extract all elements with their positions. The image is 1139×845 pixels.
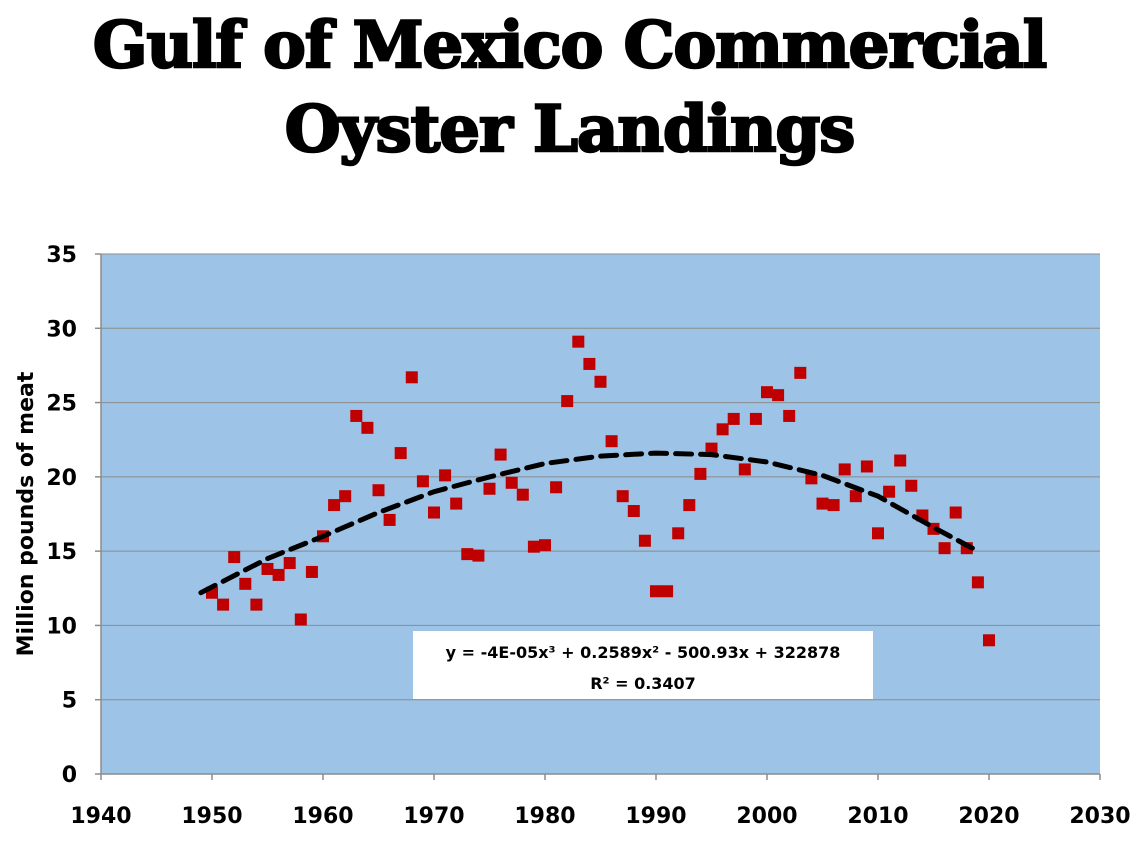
data-point — [383, 513, 396, 526]
y-tick-labels: 0 5 10 15 20 25 30 35 — [46, 243, 77, 788]
data-point — [860, 460, 873, 473]
data-point — [272, 568, 285, 581]
x-tick-label: 1960 — [292, 804, 353, 829]
y-tick-label: 20 — [46, 466, 77, 491]
data-point — [594, 375, 607, 388]
data-point — [983, 634, 995, 647]
data-point — [827, 499, 840, 512]
data-point — [683, 499, 696, 512]
data-point — [394, 447, 407, 460]
data-point — [749, 412, 762, 425]
data-point — [472, 549, 485, 562]
data-point — [894, 454, 907, 467]
y-tick-label: 35 — [46, 243, 77, 268]
data-point — [794, 366, 807, 379]
data-point — [672, 527, 685, 540]
data-point — [849, 490, 862, 503]
y-tick-label: 25 — [46, 392, 77, 417]
x-tick-label: 2010 — [847, 804, 908, 829]
data-point — [439, 469, 452, 482]
data-point — [561, 395, 574, 408]
data-point — [505, 476, 518, 489]
x-tick-label: 1990 — [625, 804, 686, 829]
data-point — [550, 481, 563, 494]
data-point — [350, 409, 363, 422]
chart-title-line-2: Oyster Landings — [283, 91, 856, 169]
data-point — [627, 505, 640, 518]
data-point — [250, 598, 263, 611]
data-point — [905, 479, 918, 492]
data-point — [261, 562, 274, 575]
r-squared-text: R² = 0.3407 — [590, 674, 696, 693]
data-point — [361, 421, 374, 434]
data-point — [228, 551, 241, 564]
data-point — [217, 598, 230, 611]
x-tick-label: 2030 — [1069, 804, 1130, 829]
y-tick-label: 10 — [46, 614, 77, 639]
data-point — [971, 576, 984, 589]
data-point — [539, 539, 551, 552]
equation-text: y = -4E-05x³ + 0.2589x² - 500.93x + 3228… — [446, 643, 841, 662]
data-point — [339, 490, 352, 503]
y-axis-label: Million pounds of meat — [14, 371, 39, 656]
y-tick-label: 30 — [46, 317, 77, 342]
data-point — [716, 423, 729, 436]
data-point — [838, 463, 851, 476]
data-point — [738, 463, 751, 476]
data-point — [372, 484, 385, 497]
x-tick-label: 1940 — [70, 804, 131, 829]
x-tick-label: 2000 — [736, 804, 797, 829]
data-point — [883, 485, 896, 498]
data-point — [294, 613, 307, 626]
y-tick-label: 0 — [62, 763, 77, 788]
data-points — [206, 335, 995, 647]
y-tick-label: 5 — [62, 689, 77, 714]
x-tick-label: 2020 — [958, 804, 1019, 829]
trendline — [198, 450, 981, 596]
chart-title-line-1: Gulf of Mexico Commercial — [92, 7, 1049, 85]
data-point — [527, 540, 540, 553]
x-tick-label: 1980 — [514, 804, 575, 829]
data-point — [772, 389, 785, 402]
x-tick-label: 1970 — [403, 804, 464, 829]
data-point — [661, 585, 674, 598]
data-point — [949, 506, 962, 519]
x-tick-label: 1950 — [181, 804, 242, 829]
y-tick-label: 15 — [46, 540, 77, 565]
data-point — [328, 499, 341, 512]
equation-box-background — [413, 631, 873, 699]
data-point — [816, 497, 829, 510]
data-point — [694, 467, 707, 480]
data-point — [305, 565, 318, 578]
data-point — [761, 386, 773, 399]
equation-box: y = -4E-05x³ + 0.2589x² - 500.93x + 3228… — [413, 631, 873, 699]
data-point — [572, 335, 585, 348]
data-point — [416, 475, 429, 488]
data-point — [783, 409, 796, 422]
data-point — [650, 585, 662, 598]
data-point — [283, 557, 296, 570]
data-point — [927, 522, 940, 535]
data-point — [239, 577, 252, 590]
data-point — [428, 506, 440, 519]
gridlines — [101, 253, 1100, 701]
data-point — [727, 412, 740, 425]
x-tick-labels: 1940 1950 1960 1970 1980 1990 2000 2010 2020 2030 — [70, 804, 1130, 829]
data-point — [483, 482, 496, 495]
data-point — [516, 488, 529, 501]
data-point — [405, 371, 418, 384]
axes — [95, 253, 1101, 780]
data-point — [494, 448, 507, 461]
data-point — [450, 497, 463, 510]
data-point — [461, 548, 474, 561]
data-point — [938, 542, 951, 555]
data-point — [638, 534, 651, 547]
data-point — [705, 442, 718, 455]
chart-title: Gulf of Mexico Commercial Oyster Landing… — [0, 4, 1139, 172]
data-point — [605, 435, 618, 448]
data-point — [583, 357, 596, 370]
data-point — [872, 527, 884, 540]
data-point — [616, 490, 629, 503]
